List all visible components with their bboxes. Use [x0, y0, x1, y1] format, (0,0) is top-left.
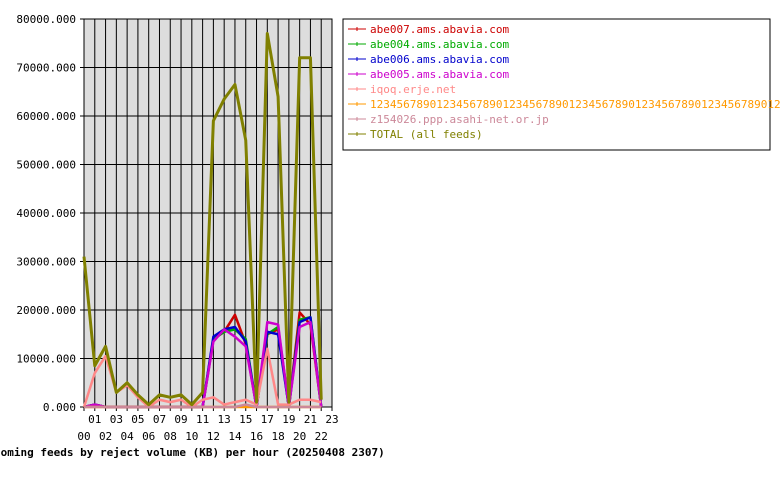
x-tick-label: 08 — [164, 430, 177, 443]
series-line-6 — [84, 403, 322, 409]
x-tick-label: 14 — [228, 430, 242, 443]
x-tick-label: 23 — [325, 413, 338, 426]
legend-label: 1234567890123456789012345678901234567890… — [370, 98, 780, 111]
legend-label: abe005.ams.abavia.com — [370, 68, 509, 81]
x-tick-label: 21 — [304, 413, 317, 426]
y-tick-label: 50000.000 — [16, 159, 76, 172]
legend-label: abe007.ams.abavia.com — [370, 23, 509, 36]
x-tick-label: 06 — [142, 430, 155, 443]
legend-label: abe004.ams.abavia.com — [370, 38, 509, 51]
y-tick-label: 60000.000 — [16, 110, 76, 123]
x-tick-label: 09 — [174, 413, 187, 426]
x-tick-label: 16 — [250, 430, 263, 443]
x-tick-label: 22 — [315, 430, 328, 443]
legend-label: abe006.ams.abavia.com — [370, 53, 509, 66]
x-tick-label: 20 — [293, 430, 306, 443]
axes: 0.000 10000.000 20000.000 30000.000 40000.00… — [16, 13, 338, 443]
x-tick-label: 02 — [99, 430, 112, 443]
series-lines — [82, 32, 323, 409]
x-tick-label: 00 — [77, 430, 90, 443]
x-tick-label: 07 — [153, 413, 166, 426]
legend: abe007.ams.abavia.com abe004.ams.abavia.c… — [342, 18, 780, 151]
x-tick-label: 18 — [271, 430, 284, 443]
x-tick-label: 03 — [110, 413, 123, 426]
chart-title: coming feeds by reject volume (KB) per h… — [0, 446, 385, 459]
x-tick-label: 19 — [282, 413, 295, 426]
y-tick-label: 70000.000 — [16, 62, 76, 75]
x-tick-label: 01 — [88, 413, 101, 426]
x-tick-label: 17 — [261, 413, 274, 426]
y-tick-label: 20000.000 — [16, 304, 76, 317]
legend-box — [342, 18, 771, 151]
x-tick-label: 04 — [121, 430, 135, 443]
y-tick-label: 0.000 — [43, 401, 76, 414]
x-tick-label: 12 — [207, 430, 220, 443]
y-tick-label: 80000.000 — [16, 13, 76, 26]
x-tick-label: 10 — [185, 430, 198, 443]
y-tick-label: 40000.000 — [16, 207, 76, 220]
y-tick-label: 30000.000 — [16, 256, 76, 269]
y-tick-label: 10000.000 — [16, 353, 76, 366]
x-tick-label: 13 — [218, 413, 231, 426]
plot-area — [83, 18, 333, 408]
legend-label: TOTAL (all feeds) — [370, 128, 483, 141]
x-tick-label: 15 — [239, 413, 252, 426]
x-tick-label: 11 — [196, 413, 209, 426]
series-line-7 — [82, 32, 323, 407]
legend-label: z154026.ppp.asahi-net.or.jp — [370, 113, 549, 126]
legend-label: iqoq.erje.net — [370, 83, 456, 96]
x-tick-label: 05 — [131, 413, 144, 426]
